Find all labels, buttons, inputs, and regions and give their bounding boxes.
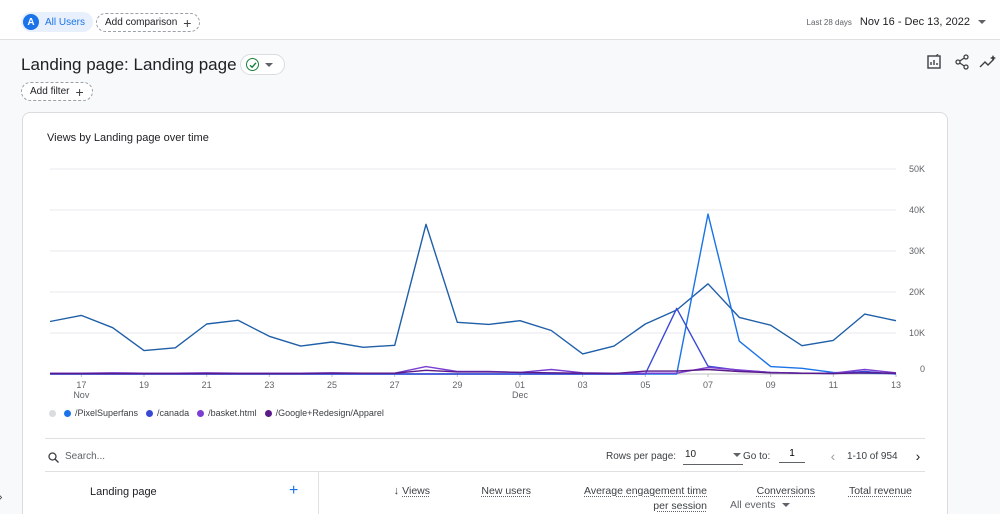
share-icon[interactable] bbox=[952, 52, 972, 72]
y-tick-label: 40K bbox=[909, 205, 925, 215]
add-comparison-button[interactable]: Add comparison + bbox=[96, 13, 200, 32]
conversions-event-select[interactable]: All events bbox=[730, 499, 790, 511]
x-tick-label: 09 bbox=[766, 380, 776, 390]
chevron-down-icon bbox=[978, 20, 986, 24]
chevron-down-icon bbox=[733, 453, 741, 457]
search-input[interactable] bbox=[65, 448, 265, 464]
column-divider bbox=[318, 472, 319, 514]
segment-chip[interactable]: A All Users bbox=[21, 12, 93, 32]
chevron-down-icon bbox=[265, 63, 273, 67]
date-range-value: Nov 16 - Dec 13, 2022 bbox=[860, 16, 970, 28]
series-line-2 bbox=[50, 308, 896, 374]
legend-swatch bbox=[265, 410, 272, 417]
x-tick-label: 05 bbox=[640, 380, 650, 390]
legend-item-4[interactable]: /Google+Redesign/Apparel bbox=[265, 408, 384, 418]
legend-swatch bbox=[146, 410, 153, 417]
x-tick-label: 29 bbox=[452, 380, 462, 390]
series-line-1 bbox=[50, 214, 896, 374]
rows-per-page-value: 10 bbox=[685, 449, 696, 460]
legend-label: /PixelSuperfans bbox=[75, 408, 138, 418]
y-tick-label: 50K bbox=[909, 164, 925, 174]
plus-icon: + bbox=[183, 16, 191, 30]
x-tick-label: 27 bbox=[390, 380, 400, 390]
plus-icon: + bbox=[75, 85, 83, 99]
conversions-header[interactable]: Conversions bbox=[757, 484, 815, 499]
table-header: Landing page + ↓ Views New users Average … bbox=[45, 472, 925, 514]
legend-item-0[interactable] bbox=[49, 410, 56, 417]
x-tick-label: 23 bbox=[264, 380, 274, 390]
chevron-right-icon[interactable]: › bbox=[911, 448, 925, 464]
x-tick-label: 13 bbox=[891, 380, 901, 390]
legend-label: /canada bbox=[157, 408, 189, 418]
chevron-down-icon bbox=[782, 503, 790, 507]
chart-legend: /PixelSuperfans/canada/basket.html/Googl… bbox=[49, 408, 384, 418]
line-chart: 0 10K 20K 30K 40K 50K 17Nov 19 21 23 25 27 29 01Dec 03… bbox=[23, 113, 949, 413]
date-range-picker[interactable]: Last 28 days Nov 16 - Dec 13, 2022 bbox=[807, 16, 986, 28]
page-title: Landing page: Landing page bbox=[21, 55, 237, 75]
rows-per-page-select[interactable]: 10 bbox=[683, 445, 743, 465]
legend-label: /Google+Redesign/Apparel bbox=[276, 408, 384, 418]
x-tick-label: 25 bbox=[327, 380, 337, 390]
check-circle-icon bbox=[246, 58, 259, 71]
x-tick-label: 19 bbox=[139, 380, 149, 390]
x-tick-label: 03 bbox=[578, 380, 588, 390]
x-tick-sublabel: Dec bbox=[512, 390, 529, 400]
add-comparison-label: Add comparison bbox=[105, 17, 177, 28]
add-filter-button[interactable]: Add filter + bbox=[21, 82, 93, 101]
avg-engagement-header[interactable]: Average engagement time per session bbox=[584, 484, 707, 514]
x-tick-sublabel: Nov bbox=[73, 390, 90, 400]
report-status-button[interactable] bbox=[240, 54, 285, 75]
total-revenue-header[interactable]: Total revenue bbox=[849, 484, 912, 499]
views-header[interactable]: ↓ Views bbox=[394, 484, 430, 499]
x-tick-label: 01 bbox=[515, 380, 525, 390]
x-tick-label: 11 bbox=[829, 380, 838, 390]
date-range-hint: Last 28 days bbox=[807, 18, 852, 27]
rows-per-page-label: Rows per page: bbox=[606, 451, 676, 462]
search-icon bbox=[48, 450, 59, 468]
legend-item-3[interactable]: /basket.html bbox=[197, 408, 257, 418]
segment-label: All Users bbox=[45, 17, 85, 28]
edit-report-icon[interactable] bbox=[924, 52, 944, 72]
legend-swatch bbox=[49, 410, 56, 417]
report-card: Views by Landing page over time 0 10K 20K 3… bbox=[22, 112, 948, 514]
expand-panel-icon[interactable]: › bbox=[0, 492, 2, 503]
top-bar: A All Users Add comparison + Last 28 day… bbox=[0, 0, 1000, 40]
chevron-left-icon[interactable]: ‹ bbox=[826, 448, 840, 464]
series-line-4 bbox=[50, 370, 896, 374]
y-tick-label: 20K bbox=[909, 287, 925, 297]
legend-item-2[interactable]: /canada bbox=[146, 408, 189, 418]
segment-avatar: A bbox=[23, 14, 39, 30]
legend-item-1[interactable]: /PixelSuperfans bbox=[64, 408, 138, 418]
add-filter-label: Add filter bbox=[30, 86, 69, 97]
table-toolbar: Rows per page: 10 Go to: ‹ 1-10 of 954 › bbox=[45, 438, 925, 472]
y-tick-label: 10K bbox=[909, 328, 925, 338]
goto-label: Go to: bbox=[743, 451, 770, 462]
legend-swatch bbox=[197, 410, 204, 417]
arrow-down-icon: ↓ bbox=[394, 485, 400, 497]
goto-input[interactable] bbox=[779, 445, 805, 463]
y-tick-label: 0 bbox=[920, 364, 925, 374]
x-tick-label: 17 bbox=[76, 380, 86, 390]
dimension-header[interactable]: Landing page bbox=[90, 486, 157, 498]
series-line-0 bbox=[50, 224, 896, 354]
legend-label: /basket.html bbox=[208, 408, 257, 418]
y-tick-label: 30K bbox=[909, 246, 925, 256]
x-tick-label: 07 bbox=[703, 380, 713, 390]
insights-icon[interactable] bbox=[978, 52, 998, 72]
legend-swatch bbox=[64, 410, 71, 417]
x-tick-label: 21 bbox=[202, 380, 212, 390]
new-users-header[interactable]: New users bbox=[481, 484, 531, 499]
page-range: 1-10 of 954 bbox=[847, 451, 898, 462]
add-dimension-icon[interactable]: + bbox=[289, 482, 298, 500]
